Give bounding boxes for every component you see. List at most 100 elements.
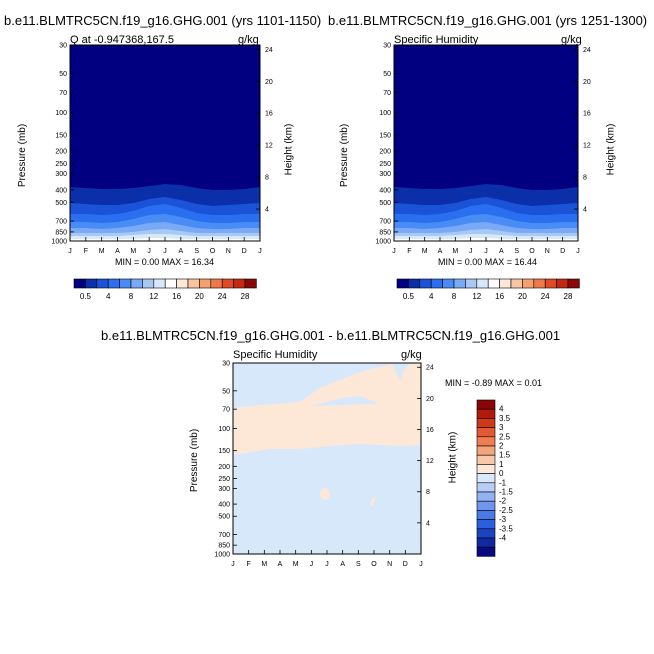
panel3-xtick-label: M [293,561,299,568]
panel3-ytick-label: 1000 [214,552,230,559]
panel2-units-label: g/kg [561,34,582,46]
panel2-xtick-label: J [576,248,580,255]
panel1-xtick-label: J [163,248,167,255]
panel2-y2tick-label: 12 [583,143,591,150]
panel1-colorbar-swatch [130,278,143,289]
panel1-ytick-label: 400 [55,187,67,194]
panel3-colorbar-swatch [476,427,496,438]
panel1-ytick-label: 70 [59,90,67,97]
panel2-y2tick-label: 24 [583,47,591,54]
panel1-xtick-label: J [258,248,262,255]
panel3-ytick-label: 250 [218,476,230,483]
panel3-colorbar-label: -3 [499,515,507,524]
panel1-ytick-label: 250 [55,161,67,168]
panel2-xtick-label: A [499,248,504,255]
panel3-ytick-label: 850 [218,543,230,550]
panel3-colorbar-label: -1 [499,478,507,487]
panel3-colorbar-swatch [476,500,496,511]
panel2-ytick-label: 200 [379,149,391,156]
panel3-ytick-label: 30 [222,361,230,368]
panel1-ytick-label: 200 [55,149,67,156]
panel1-xtick-label: F [84,248,88,255]
panel2-xtick-label: M [422,248,428,255]
panel1-colorbar-swatch [199,278,212,289]
panel2-xtick-label: D [560,248,565,255]
panel2-colorbar-swatch [396,278,409,289]
panel2-ytick-label: 700 [379,219,391,226]
panel1-colorbar-swatch [164,278,177,289]
panel3-colorbar-label: -3.5 [499,524,513,533]
panel2-xtick-label: J [484,248,488,255]
panel2-ytick-label: 30 [383,43,391,50]
panel1-ytick-label: 1000 [51,239,67,246]
panel3-xtick-label: M [261,561,267,568]
panel1-xtick-label: O [210,248,216,255]
panel1-xtick-label: D [242,248,247,255]
panel3-colorbar-swatch [476,408,496,419]
panel3-ytick-label: 150 [218,448,230,455]
panel1-ytick-label: 150 [55,132,67,139]
panel2-colorbar-label: 24 [541,292,550,301]
panel2-colorbar-label: 0.5 [403,292,415,301]
panel3-xtick-label: J [231,561,235,568]
panel3-colorbar-label: 2.5 [499,432,511,441]
panel2-colorbar-label: 8 [452,292,457,301]
panel2-y2tick-label: 20 [583,79,591,86]
panel3-anomaly-blob [320,488,330,500]
panel1-colorbar-swatch [210,278,223,289]
panel1-ytick-label: 500 [55,200,67,207]
panel3-colorbar-label: -4 [499,534,507,543]
panel2-title: b.e11.BLMTRC5CN.f19_g16.GHG.001 (yrs 125… [328,13,648,28]
panel3-y2tick-label: 8 [426,489,430,496]
panel2-colorbar-swatch [567,278,580,289]
panel2-ytick-label: 400 [379,187,391,194]
panel3-colorbar-label: -2 [499,497,507,506]
panel3-y2tick-label: 12 [426,458,434,465]
panel2-xtick-label: A [438,248,443,255]
panel3-xtick-label: N [387,561,392,568]
panel3-ytick-label: 200 [218,464,230,471]
panel3-xtick-label: A [340,561,345,568]
panel1-ytick-label: 30 [59,43,67,50]
panel2-colorbar-swatch [430,278,443,289]
panel3-y2tick-label: 20 [426,396,434,403]
panel1-xtick-label: M [130,248,136,255]
panel1-colorbar-swatch [85,278,98,289]
panel2-xtick-label: J [469,248,473,255]
panel1-title: b.e11.BLMTRC5CN.f19_g16.GHG.001 (yrs 110… [4,13,322,28]
panel3-ytick-label: 50 [222,388,230,395]
panel2-colorbar-swatch [522,278,535,289]
panel3-y2tick-label: 16 [426,427,434,434]
panel3-colorbar-swatch [476,454,496,465]
panel3-xtick-label: J [419,561,423,568]
panel3-anomaly-region [233,364,421,410]
panel3-y2tick-label: 24 [426,365,434,372]
panel2-colorbar-label: 28 [564,292,573,301]
panel1-ytick-label: 700 [55,219,67,226]
panel1-colorbar-swatch [73,278,86,289]
panel3-colorbar-swatch [476,464,496,474]
panel3-variable-label: Specific Humidity [233,349,318,361]
panel3-xtick-label: S [356,561,361,568]
panel2-colorbar-label: 4 [429,292,434,301]
panel3-ytick-label: 70 [222,407,230,414]
panel3-colorbar-label: 3.5 [499,414,511,423]
panel2-colorbar-swatch [556,278,569,289]
panel2-colorbar-swatch [533,278,546,289]
panel1-colorbar-label: 24 [218,292,227,301]
panel3-ytick-label: 100 [218,426,230,433]
panel2-ytick-label: 1000 [375,239,391,246]
panel2-colorbar-label: 16 [495,292,504,301]
panel1-colorbar-label: 4 [106,292,111,301]
panel1-ytick-label: 100 [55,110,67,117]
panel3-colorbar-swatch [476,491,496,502]
panel1-ytick-label: 850 [55,229,67,236]
panel3-colorbar-label: 3 [499,423,504,432]
panel2-minmax: MIN = 0.00 MAX = 16.44 [438,257,538,267]
panel1-colorbar-swatch [107,278,120,289]
panel1-xtick-label: J [68,248,72,255]
panel3-anomaly-band [233,402,421,455]
panel3-colorbar-label: 2 [499,442,504,451]
panel1-colorbar-swatch [221,278,234,289]
